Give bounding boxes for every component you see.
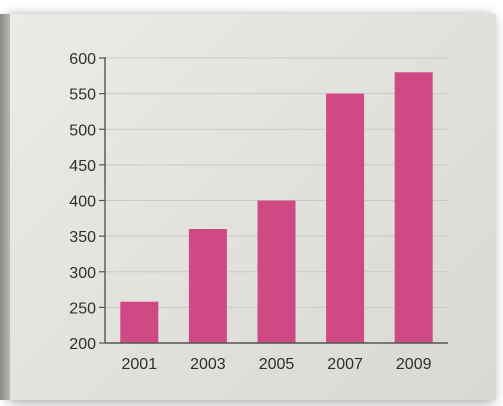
- x-tick-label: 2007: [327, 356, 363, 373]
- y-tick-label: 250: [69, 300, 96, 317]
- y-tick-label: 600: [69, 51, 96, 68]
- y-tick-labels: 200 250 300 350 400 450 500 550 600: [69, 51, 96, 353]
- grid-lines: [105, 57, 448, 308]
- x-tick-labels: 2001 2003 2005 2007 2009: [122, 356, 432, 373]
- y-tick-label: 300: [69, 265, 96, 282]
- x-tick-label: 2009: [396, 356, 432, 373]
- bar-2005: [257, 200, 296, 343]
- y-tick-label: 350: [69, 229, 96, 246]
- bar-2007: [326, 93, 365, 343]
- axes: [99, 57, 448, 344]
- y-tick-label: 200: [69, 336, 96, 353]
- x-tick-label: 2005: [259, 356, 295, 373]
- x-tick-label: 2001: [122, 356, 158, 373]
- bar-2009: [394, 72, 433, 343]
- bars: [120, 72, 433, 343]
- bar-2001: [120, 301, 159, 343]
- x-tick-label: 2003: [190, 356, 226, 373]
- bar-2003: [188, 229, 227, 343]
- y-tick-label: 500: [69, 122, 96, 139]
- y-tick-label: 550: [69, 87, 96, 104]
- y-tick-label: 400: [69, 194, 96, 211]
- y-tick-label: 450: [69, 158, 96, 175]
